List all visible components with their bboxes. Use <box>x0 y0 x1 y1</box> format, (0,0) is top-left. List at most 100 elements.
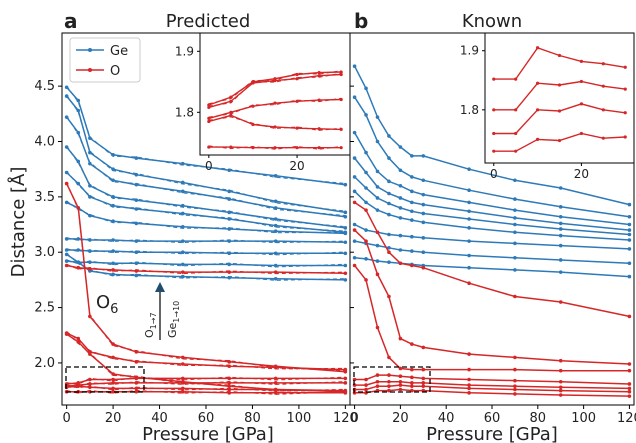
data-point <box>375 208 380 212</box>
data-point <box>134 207 139 211</box>
data-point <box>467 377 471 382</box>
data-point <box>76 237 81 241</box>
data-point <box>375 325 380 330</box>
x-tick-label: 120 <box>333 411 358 426</box>
series-line <box>66 385 346 392</box>
data-point <box>398 261 403 266</box>
data-point <box>134 261 139 266</box>
data-point <box>558 379 563 384</box>
data-point <box>273 376 278 381</box>
data-point <box>410 342 414 346</box>
data-point <box>387 212 391 217</box>
x-tick-label: 120 <box>617 411 636 426</box>
data-point <box>410 209 414 214</box>
data-point <box>273 206 278 210</box>
data-point <box>535 46 540 50</box>
data-point <box>251 104 255 108</box>
data-point <box>627 368 632 373</box>
data-point <box>387 245 391 250</box>
data-point <box>623 87 627 91</box>
data-point <box>227 360 232 364</box>
data-point <box>111 203 115 208</box>
legend-ge-label: Ge <box>110 44 128 59</box>
series-line <box>354 374 630 385</box>
data-point <box>557 138 562 143</box>
data-point <box>88 238 92 242</box>
data-point <box>343 263 348 268</box>
series-line <box>354 265 630 372</box>
data-point <box>180 211 185 216</box>
series-dashed-line <box>66 145 346 228</box>
data-point <box>352 189 357 194</box>
data-point <box>227 364 232 369</box>
data-point <box>558 243 563 248</box>
data-point <box>352 156 357 160</box>
data-point <box>134 198 139 202</box>
data-point <box>273 199 278 204</box>
data-point <box>410 234 414 239</box>
data-point <box>364 150 368 155</box>
data-point <box>111 219 115 224</box>
data-point <box>273 125 277 129</box>
data-point <box>421 178 426 183</box>
y-tick-label: 3.0 <box>34 245 55 260</box>
series-line <box>354 229 630 365</box>
y-tick-label: 1.9 <box>175 44 194 58</box>
data-point <box>410 249 414 253</box>
data-point <box>343 381 348 385</box>
data-point <box>387 232 391 237</box>
data-point <box>558 393 563 397</box>
data-point <box>557 53 562 58</box>
data-point <box>111 372 115 376</box>
data-point <box>111 195 115 199</box>
data-point <box>229 113 233 117</box>
x-tick-label: 0 <box>205 159 213 173</box>
data-point <box>134 221 139 226</box>
data-point <box>111 386 115 391</box>
data-point <box>273 217 278 221</box>
data-point <box>134 273 139 278</box>
series-dashed-line <box>66 252 346 281</box>
data-point <box>64 200 69 205</box>
data-point <box>364 200 368 205</box>
data-point <box>273 263 278 268</box>
data-point <box>387 384 391 388</box>
data-point <box>295 77 299 81</box>
data-point <box>134 360 139 364</box>
data-point <box>88 150 92 155</box>
data-point <box>467 167 471 171</box>
o6-annotation: O6 <box>96 292 118 317</box>
data-point <box>398 387 403 392</box>
data-point <box>513 387 517 392</box>
data-point <box>251 122 255 127</box>
data-point <box>352 255 357 260</box>
legend-ge-marker <box>88 48 92 52</box>
y-axis-label: Distance [Å] <box>7 167 29 278</box>
x-tick-label: 0 <box>490 167 498 181</box>
data-point <box>339 70 343 74</box>
data-point <box>352 95 357 100</box>
panel-a-title: Predicted <box>166 11 251 32</box>
data-point <box>180 250 185 255</box>
data-point <box>557 109 562 113</box>
data-point <box>227 384 232 388</box>
data-point <box>88 385 92 390</box>
data-point <box>627 222 632 227</box>
data-point <box>64 332 69 336</box>
data-point <box>579 79 584 84</box>
data-point <box>180 381 185 385</box>
data-point <box>398 145 403 149</box>
data-point <box>88 314 92 319</box>
x-tick-label: 20 <box>392 411 409 426</box>
data-point <box>134 386 139 391</box>
data-point <box>207 116 211 120</box>
data-point <box>627 214 632 219</box>
data-point <box>88 183 92 188</box>
data-point <box>111 389 115 394</box>
data-point <box>514 131 518 136</box>
data-point <box>180 189 185 194</box>
data-point <box>317 74 321 78</box>
x-tick-label: 0 <box>350 411 358 426</box>
arrow-right-sub: 1→10 <box>172 301 181 323</box>
data-point <box>343 251 348 256</box>
